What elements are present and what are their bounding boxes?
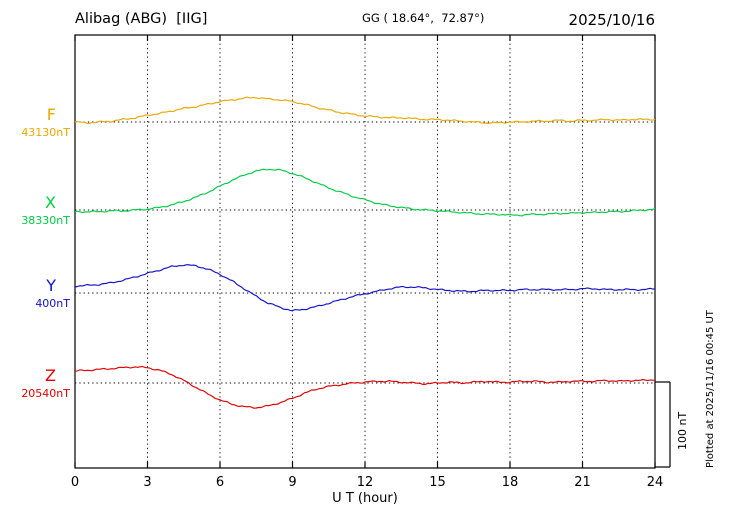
- x-tick-label: 24: [647, 475, 664, 490]
- x-tick-label: 12: [357, 475, 374, 490]
- x-axis-label: U T (hour): [332, 491, 398, 506]
- series-label-Z: Z: [45, 366, 56, 385]
- series-baseline-value-X: 38330nT: [21, 214, 70, 227]
- x-tick-label: 18: [502, 475, 519, 490]
- plot-date: 2025/10/16: [568, 11, 655, 29]
- scale-bar-label: 100 nT: [676, 411, 689, 450]
- series-baseline-value-F: 43130nT: [21, 126, 70, 139]
- x-tick-label: 15: [429, 475, 446, 490]
- plotted-at-note: Plotted at 2025/11/16 00:45 UT: [705, 310, 716, 468]
- x-tick-label: 3: [143, 475, 151, 490]
- series-baseline-value-Y: 400nT: [35, 297, 70, 310]
- x-tick-label: 6: [216, 475, 224, 490]
- trace-X: [74, 168, 656, 217]
- x-tick-label: 9: [288, 475, 296, 490]
- x-tick-label: 21: [574, 475, 591, 490]
- series-label-Y: Y: [45, 276, 56, 295]
- series-label-F: F: [47, 105, 56, 124]
- series-label-X: X: [45, 193, 56, 212]
- series-baseline-value-Z: 20540nT: [21, 387, 70, 400]
- trace-Z: [74, 365, 656, 409]
- trace-Y: [74, 264, 656, 312]
- station-title: Alibag (ABG) [IIG]: [75, 11, 208, 27]
- geo-coords: GG ( 18.64°, 72.87°): [362, 11, 485, 25]
- trace-F: [74, 96, 656, 125]
- x-tick-label: 0: [71, 475, 79, 490]
